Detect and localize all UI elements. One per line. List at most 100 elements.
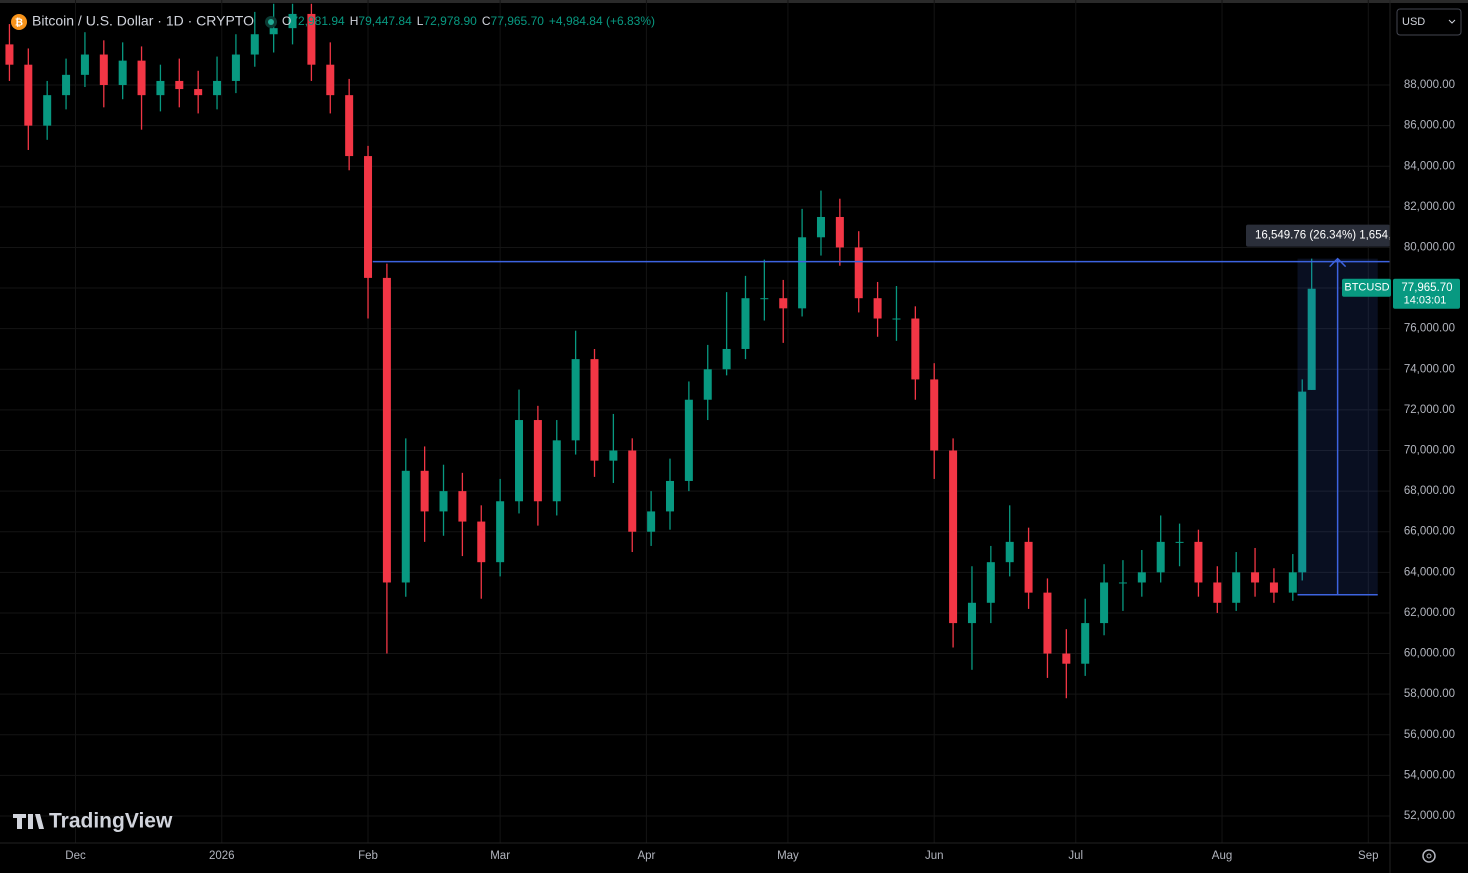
candle-body [949, 450, 958, 624]
candle-body [269, 28, 278, 35]
candle-body [213, 80, 222, 96]
measure-arrowhead [1329, 257, 1347, 268]
currency-select[interactable]: USD [1396, 8, 1462, 36]
candle-body [1005, 541, 1014, 563]
candle-body [118, 60, 127, 85]
x-tick-label: 2026 [209, 850, 235, 862]
y-tick-label: 62,000.00 [1404, 607, 1455, 619]
candle-body [43, 95, 52, 126]
y-tick-label: 68,000.00 [1404, 485, 1455, 497]
candle-body [1137, 572, 1146, 583]
y-tick-label: 66,000.00 [1404, 526, 1455, 538]
candle-body [873, 298, 882, 319]
x-tick-label: Dec [65, 850, 86, 862]
candle-body [1156, 541, 1165, 573]
candle-body [1298, 391, 1307, 573]
candle-body [1062, 653, 1071, 664]
candle-body [1232, 572, 1241, 603]
status-dot [267, 19, 274, 25]
candle-body [345, 95, 354, 157]
y-tick-label: 56,000.00 [1404, 729, 1455, 741]
candle-body [590, 359, 599, 461]
candle-body [609, 450, 618, 461]
candle-body [1175, 541, 1184, 543]
x-tick-label: Aug [1212, 850, 1232, 862]
candle-body [1043, 592, 1052, 654]
measure-label: 16,549.76 (26.34%) 1,654, [1255, 230, 1391, 242]
y-tick-label: 80,000.00 [1404, 241, 1455, 253]
gear[interactable] [1422, 849, 1436, 863]
candle-body [477, 521, 486, 563]
candle-body [382, 277, 391, 583]
candle-body [439, 491, 448, 512]
y-tick-label: 54,000.00 [1404, 769, 1455, 781]
settings-icon[interactable] [1422, 849, 1436, 863]
y-tick-label: 84,000.00 [1404, 160, 1455, 172]
candle-body [288, 13, 297, 29]
ohlc-key: H [350, 14, 359, 28]
y-tick-label: 64,000.00 [1404, 566, 1455, 578]
candle-body [1081, 623, 1090, 664]
x-tick-label: Jun [925, 850, 944, 862]
ohlc-key: O [282, 14, 291, 28]
currency[interactable]: USD [1402, 16, 1425, 28]
top-border [0, 0, 1468, 3]
x-tick-label: Apr [637, 850, 655, 862]
candle-body [1024, 541, 1033, 593]
price-label-bg [1393, 278, 1460, 309]
candle-body [231, 54, 240, 81]
candle-body [62, 74, 71, 96]
y-tick-label: 88,000.00 [1404, 79, 1455, 91]
chevron [1448, 19, 1456, 24]
candle-body [1307, 288, 1316, 390]
candle-body [80, 54, 89, 75]
candle-body [307, 13, 316, 65]
candle-body [533, 420, 542, 502]
candle-body [1213, 582, 1222, 603]
candle-body [1100, 582, 1109, 624]
candle-body [1194, 541, 1203, 583]
candle-body [892, 318, 901, 320]
ohlc-key: C [482, 14, 491, 28]
y-tick-label: 74,000.00 [1404, 363, 1455, 375]
candle-body [175, 80, 184, 90]
y-tick-label: 52,000.00 [1404, 810, 1455, 822]
currency-box[interactable] [1396, 8, 1462, 36]
candle-body [401, 470, 410, 583]
x-tick-label: Mar [490, 850, 510, 862]
coin-icon [11, 14, 27, 30]
candle-body [99, 54, 108, 85]
gear-center [1426, 853, 1432, 859]
candle-body [458, 491, 467, 522]
ohlc-value: 72,981.94 [291, 14, 345, 28]
symbol-label: BTCUSD [1344, 282, 1389, 294]
symbol-label-bg [1342, 278, 1391, 297]
candle-body [515, 420, 524, 502]
chart-title: Bitcoin / U.S. Dollar · 1D · CRYPTO [32, 13, 254, 29]
ohlc-value: 77,965.70 [491, 14, 545, 28]
candle-body [250, 34, 259, 55]
candle-body [911, 318, 920, 380]
x-tick-label: May [777, 850, 799, 862]
candle-body [816, 216, 825, 238]
candle-body [326, 64, 335, 96]
candle-body [156, 80, 165, 96]
price-label: 77,965.70 [1401, 282, 1452, 294]
candle-body [194, 89, 203, 96]
candle-body [779, 298, 788, 309]
y-tick-label: 72,000.00 [1404, 404, 1455, 416]
candle-body [24, 64, 33, 126]
logo: TradingView [13, 810, 173, 833]
y-tick-label: 86,000.00 [1404, 120, 1455, 132]
candle-body [1288, 572, 1297, 593]
candle-body [930, 379, 939, 451]
change: +4,984.84 (+6.83%) [549, 14, 655, 28]
ohlc-value: 72,978.90 [423, 14, 477, 28]
x-tick-label: Sep [1358, 850, 1378, 862]
logo-icon [13, 814, 44, 829]
candle-body [741, 298, 750, 349]
candle-body [571, 359, 580, 441]
